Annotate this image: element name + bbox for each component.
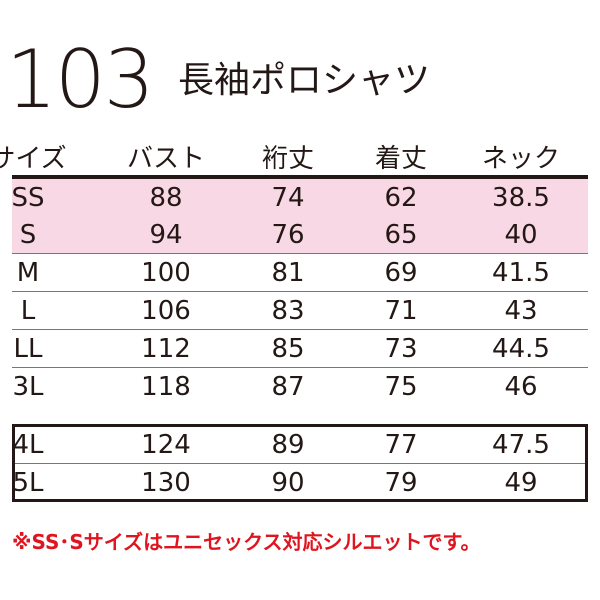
table-cell: 88 [149,183,183,213]
table-cell: 90 [271,468,305,498]
table-cell: 94 [149,220,183,250]
table-cell: 47.5 [492,430,550,460]
header-length: 着丈 [374,144,427,174]
table-cell: 69 [384,258,418,288]
table-cell: 76 [271,220,305,250]
table-cell: 77 [384,430,418,460]
table-cell: 5L [12,468,44,498]
table-cell: 74 [271,183,305,213]
table-cell: LL [13,334,43,364]
table-cell: 3L [12,372,44,402]
table-row: 3L 118 87 75 46 [12,368,588,406]
table-cell: 75 [384,372,418,402]
table-cell: 100 [141,258,191,288]
table-cell: 87 [271,372,305,402]
header-bust: バスト [126,144,205,174]
table-cell: 44.5 [492,334,550,364]
table-cell: 49 [504,468,538,498]
table-row: M 100 81 69 41.5 [12,254,588,292]
header-divider [12,175,588,179]
table-cell: 124 [141,430,191,460]
table-row: S 94 76 65 40 [12,216,588,254]
table-cell: M [16,258,40,288]
table-cell: 112 [141,334,191,364]
product-number: 103 [6,33,155,126]
header-sleeve: 裄丈 [261,144,314,174]
table-cell: 43 [504,296,538,326]
table-cell: 73 [384,334,418,364]
table-cell: SS [11,183,45,213]
table-cell: 130 [141,468,191,498]
table-cell: 89 [271,430,305,460]
header-size: サイズ [0,144,67,174]
table-row: L 106 83 71 43 [12,292,588,330]
table-row: 5L 130 90 79 49 [12,464,588,502]
table-cell: 41.5 [492,258,550,288]
table-cell: 65 [384,220,418,250]
table-cell: 71 [384,296,418,326]
table-cell: 106 [141,296,191,326]
table-cell: 118 [141,372,191,402]
table-cell: 62 [384,183,418,213]
large-size-box [12,424,588,502]
table-cell: 79 [384,468,418,498]
product-name: 長袖ポロシャツ [178,60,431,101]
table-cell: 85 [271,334,305,364]
header-neck: ネック [481,144,560,174]
table-cell: L [20,296,36,326]
table-cell: 40 [504,220,538,250]
table-row: SS 88 74 62 38.5 [11,179,588,217]
unisex-note: ※SS･Sサイズはユニセックス対応シルエットです。 [12,530,481,554]
table-cell: S [19,220,37,250]
table-row: LL 112 85 73 44.5 [12,330,588,368]
table-cell: 81 [271,258,305,288]
table-cell: 38.5 [492,183,550,213]
table-cell: 83 [271,296,305,326]
table-row: 4L 124 89 77 47.5 [12,426,588,464]
table-cell: 4L [12,430,44,460]
table-cell: 46 [504,372,538,402]
